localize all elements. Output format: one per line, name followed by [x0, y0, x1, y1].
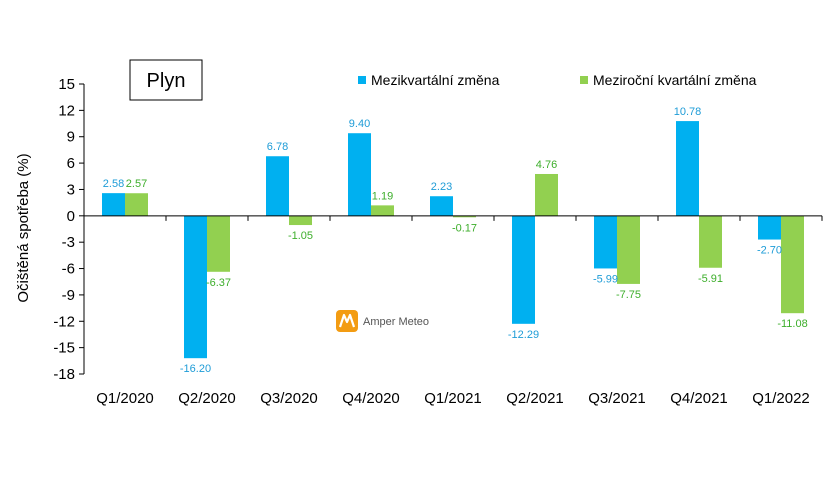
bar-series-1: [676, 121, 699, 216]
y-tick-label: -9: [62, 287, 75, 304]
bar-series-2: [125, 193, 148, 216]
y-tick-label: 15: [58, 76, 75, 93]
data-label-series-2: 4.76: [536, 159, 557, 171]
data-label-series-2: 1.19: [372, 190, 393, 202]
bar-series-2: [453, 215, 476, 218]
data-label-series-1: 2.23: [431, 181, 452, 193]
y-tick-label: -3: [62, 234, 75, 251]
bar-series-2: [289, 215, 312, 226]
y-tick-label: 0: [67, 208, 75, 225]
x-category-label: Q2/2021: [506, 390, 564, 407]
y-tick-label: -15: [53, 340, 75, 357]
bar-series-1: [266, 156, 289, 216]
bar-series-1: [512, 215, 535, 324]
x-axis-category-labels: Q1/2020 Q2/2020 Q3/2020 Q4/2020 Q1/2021 Q2/20…: [83, 215, 823, 407]
data-label-series-1: -5.99: [593, 273, 618, 285]
y-tick-label: 6: [67, 155, 75, 172]
x-category-label: Q1/2022: [752, 390, 810, 407]
bar-series-2: [699, 215, 722, 268]
y-axis-label: Očištěná spotřeba (%): [15, 153, 32, 302]
legend-label-series-2: Meziroční kvartální změna: [593, 72, 757, 88]
data-label-series-1: -12.29: [508, 329, 539, 341]
y-tick-label: -6: [62, 261, 75, 278]
data-label-series-2: -5.91: [698, 273, 723, 285]
bars: [102, 121, 804, 359]
chart-title-box: Plyn: [129, 59, 203, 101]
y-tick-label: 12: [58, 102, 75, 119]
y-tick-label: 9: [67, 129, 75, 146]
x-category-label: Q1/2021: [424, 390, 482, 407]
x-category-label: Q4/2020: [342, 390, 400, 407]
data-label-series-1: 2.58: [103, 178, 124, 190]
y-tick-label: 3: [67, 181, 75, 198]
data-label-series-2: -1.05: [288, 230, 313, 242]
legend-swatch-series-1: [358, 76, 366, 84]
bar-series-2: [781, 215, 804, 314]
y-tick-label: -12: [53, 313, 75, 330]
data-label-series-2: -6.37: [206, 277, 231, 289]
data-labels: 2.58 -16.20 6.78 9.40 2.23 -12.29 -5.99 10.78 -2…: [103, 106, 808, 375]
bar-series-2: [535, 173, 558, 216]
data-label-series-1: 10.78: [674, 106, 702, 118]
bar-series-1: [348, 133, 371, 216]
bar-series-1: [594, 215, 617, 269]
bar-series-1: [758, 215, 781, 240]
legend-label-series-1: Mezikvartální změna: [371, 72, 500, 88]
y-tick-label: -18: [53, 366, 75, 383]
x-category-label: Q1/2020: [96, 390, 154, 407]
x-category-label: Q3/2021: [588, 390, 646, 407]
data-label-series-2: -0.17: [452, 222, 477, 234]
data-label-series-2: -11.08: [777, 318, 807, 330]
data-label-series-1: -16.20: [180, 363, 211, 375]
bar-series-1: [102, 193, 125, 216]
bar-series-1: [184, 215, 207, 359]
amper-meteo-logo-icon: [336, 310, 358, 332]
chart-title: Plyn: [147, 70, 186, 92]
legend: Mezikvartální změna Meziroční kvartální …: [358, 72, 757, 88]
watermark: Amper Meteo: [336, 310, 429, 332]
y-axis-ticks: 15 12 9 6 3 0 -3 -6 -9 -12 -15 -18: [53, 76, 84, 383]
x-category-label: Q3/2020: [260, 390, 318, 407]
data-label-series-2: 2.57: [126, 178, 147, 190]
bar-series-1: [430, 196, 453, 216]
data-label-series-2: -7.75: [616, 289, 641, 301]
legend-swatch-series-2: [580, 76, 588, 84]
data-label-series-1: -2.70: [757, 245, 782, 257]
bar-series-2: [617, 215, 640, 284]
bar-series-2: [207, 215, 230, 272]
data-label-series-1: 9.40: [349, 118, 370, 130]
x-category-label: Q4/2021: [670, 390, 728, 407]
x-category-label: Q2/2020: [178, 390, 236, 407]
bar-series-2: [371, 205, 394, 216]
watermark-text: Amper Meteo: [363, 316, 429, 328]
data-label-series-1: 6.78: [267, 141, 288, 153]
